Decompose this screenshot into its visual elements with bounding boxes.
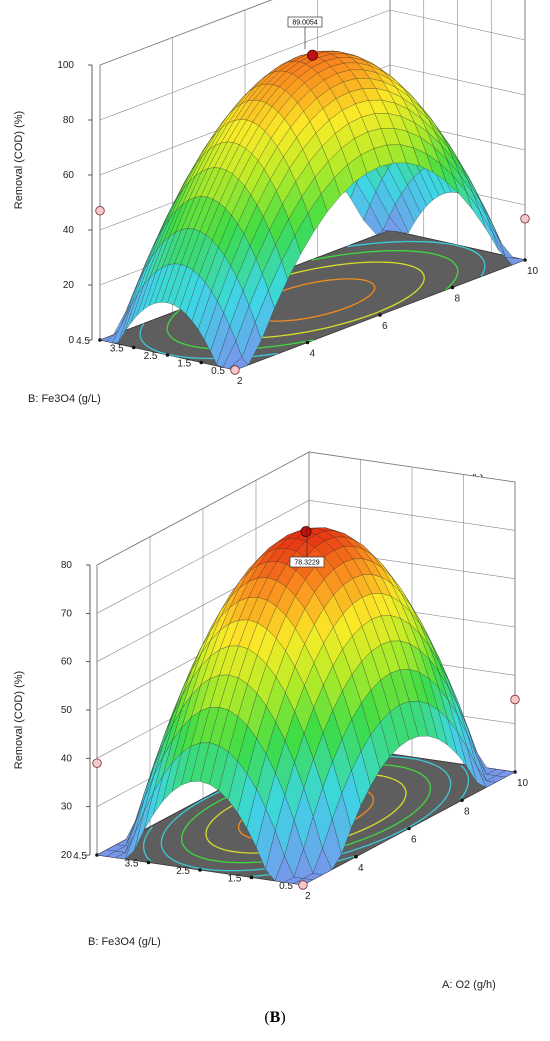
flag-box <box>287 16 323 28</box>
x-tick-mark <box>305 340 310 345</box>
y-tick-label: 2.5 <box>144 351 158 362</box>
x-tick-label: 8 <box>464 806 470 817</box>
x-tick-mark <box>407 826 411 831</box>
x-tick-label: 2 <box>305 891 311 902</box>
z-tick-label: 0 <box>68 335 74 346</box>
x-tick-label: 6 <box>411 835 417 846</box>
y-tick-mark <box>146 860 151 865</box>
y-tick-label: 3.5 <box>125 859 139 870</box>
z-tick-label: 60 <box>63 170 75 181</box>
y-tick-mark <box>199 360 204 365</box>
z-tick-label: 60 <box>61 657 73 668</box>
x-tick-label: 2 <box>237 376 243 387</box>
floor-contour-line <box>433 253 459 291</box>
floor-contour-line <box>459 765 470 801</box>
z-tick-label: 80 <box>61 560 73 571</box>
response-surface <box>96 527 516 886</box>
z-tick-label: 50 <box>61 705 73 716</box>
z-tick-label: 20 <box>63 280 75 291</box>
floor-contour-line <box>456 244 486 277</box>
x-tick-mark <box>460 798 464 803</box>
x-tick-label: 10 <box>517 778 529 789</box>
max-point <box>300 526 312 538</box>
chart-panel-b: 2 4 6 8 10 0.5 1.5 2.5 3.5 4.520 30 40 50 60 70 80 78.32… <box>13 451 529 1026</box>
x-tick-mark <box>354 854 358 859</box>
z-axis-label: Removal (COD) (%) <box>13 671 25 769</box>
floor-contour-line <box>166 309 314 350</box>
y-tick-label: 0.5 <box>279 881 293 892</box>
y-axis-label: B: Fe3O4 (g/L) <box>28 393 101 405</box>
z-axis-label: Removal (COD) (%) <box>13 111 25 209</box>
z-tick-label: 40 <box>61 753 73 764</box>
x-tick-mark <box>450 285 455 290</box>
y-tick-label: 0.5 <box>211 366 225 377</box>
y-tick-mark <box>198 868 202 872</box>
x-tick-label: 6 <box>382 321 388 332</box>
max-value-flag: 78.3229 <box>289 525 325 568</box>
wall-grid-line <box>99 0 273 66</box>
design-point <box>298 880 308 890</box>
axis-ticks: 2 4 6 8 10 0.5 1.5 2.5 3.5 4.50 20 40 60 80 100 <box>57 60 538 387</box>
x-tick-label: 10 <box>527 266 539 277</box>
max-value-label: 78.3229 <box>294 560 319 567</box>
x-tick-label: 8 <box>455 294 461 305</box>
y-tick-label: 4.5 <box>73 851 87 862</box>
design-points <box>92 526 520 890</box>
y-tick-label: 3.5 <box>110 344 124 355</box>
max-value-label: 89.0054 <box>292 20 317 27</box>
z-tick-label: 70 <box>61 608 73 619</box>
x-tick-label: 4 <box>310 349 316 360</box>
y-tick-mark <box>131 345 136 350</box>
y-tick-label: 2.5 <box>176 866 190 877</box>
design-point <box>510 694 520 705</box>
design-point <box>520 214 530 224</box>
y-tick-mark <box>249 875 254 880</box>
y-tick-label: 1.5 <box>177 359 191 370</box>
design-point <box>95 206 105 216</box>
z-tick-label: 80 <box>63 115 75 126</box>
panel-label: (B) <box>264 1009 285 1026</box>
floor-contour-line <box>142 826 153 862</box>
design-point <box>230 365 240 375</box>
y-tick-label: 1.5 <box>228 874 242 885</box>
z-tick-label: 20 <box>61 850 73 861</box>
max-point <box>307 49 318 61</box>
x-tick-label: 4 <box>358 863 364 874</box>
y-tick-mark <box>165 353 170 357</box>
y-axis-label: B: Fe3O4 (g/L) <box>88 936 161 948</box>
z-tick-label: 100 <box>57 60 74 71</box>
flag-box <box>289 556 325 568</box>
max-value-flag: 89.0054 <box>287 16 323 50</box>
z-tick-label: 40 <box>63 225 75 236</box>
y-tick-label: 4.5 <box>76 336 90 347</box>
response-surface <box>99 50 526 371</box>
design-point <box>92 758 102 768</box>
z-tick-label: 30 <box>61 802 73 813</box>
axis-ticks: 2 4 6 8 10 0.5 1.5 2.5 3.5 4.520 30 40 50 60 70 80 <box>61 560 529 902</box>
floor-contour-line <box>347 240 457 248</box>
x-tick-mark <box>378 313 382 317</box>
floor-contour-line <box>311 250 434 261</box>
chart-panel-a: 2 4 6 8 10 0.5 1.5 2.5 3.5 4.50 20 40 60 80 100 89.0054… <box>13 0 539 532</box>
design-points <box>95 49 530 375</box>
x-axis-label: A: O2 (g/h) <box>442 979 496 991</box>
